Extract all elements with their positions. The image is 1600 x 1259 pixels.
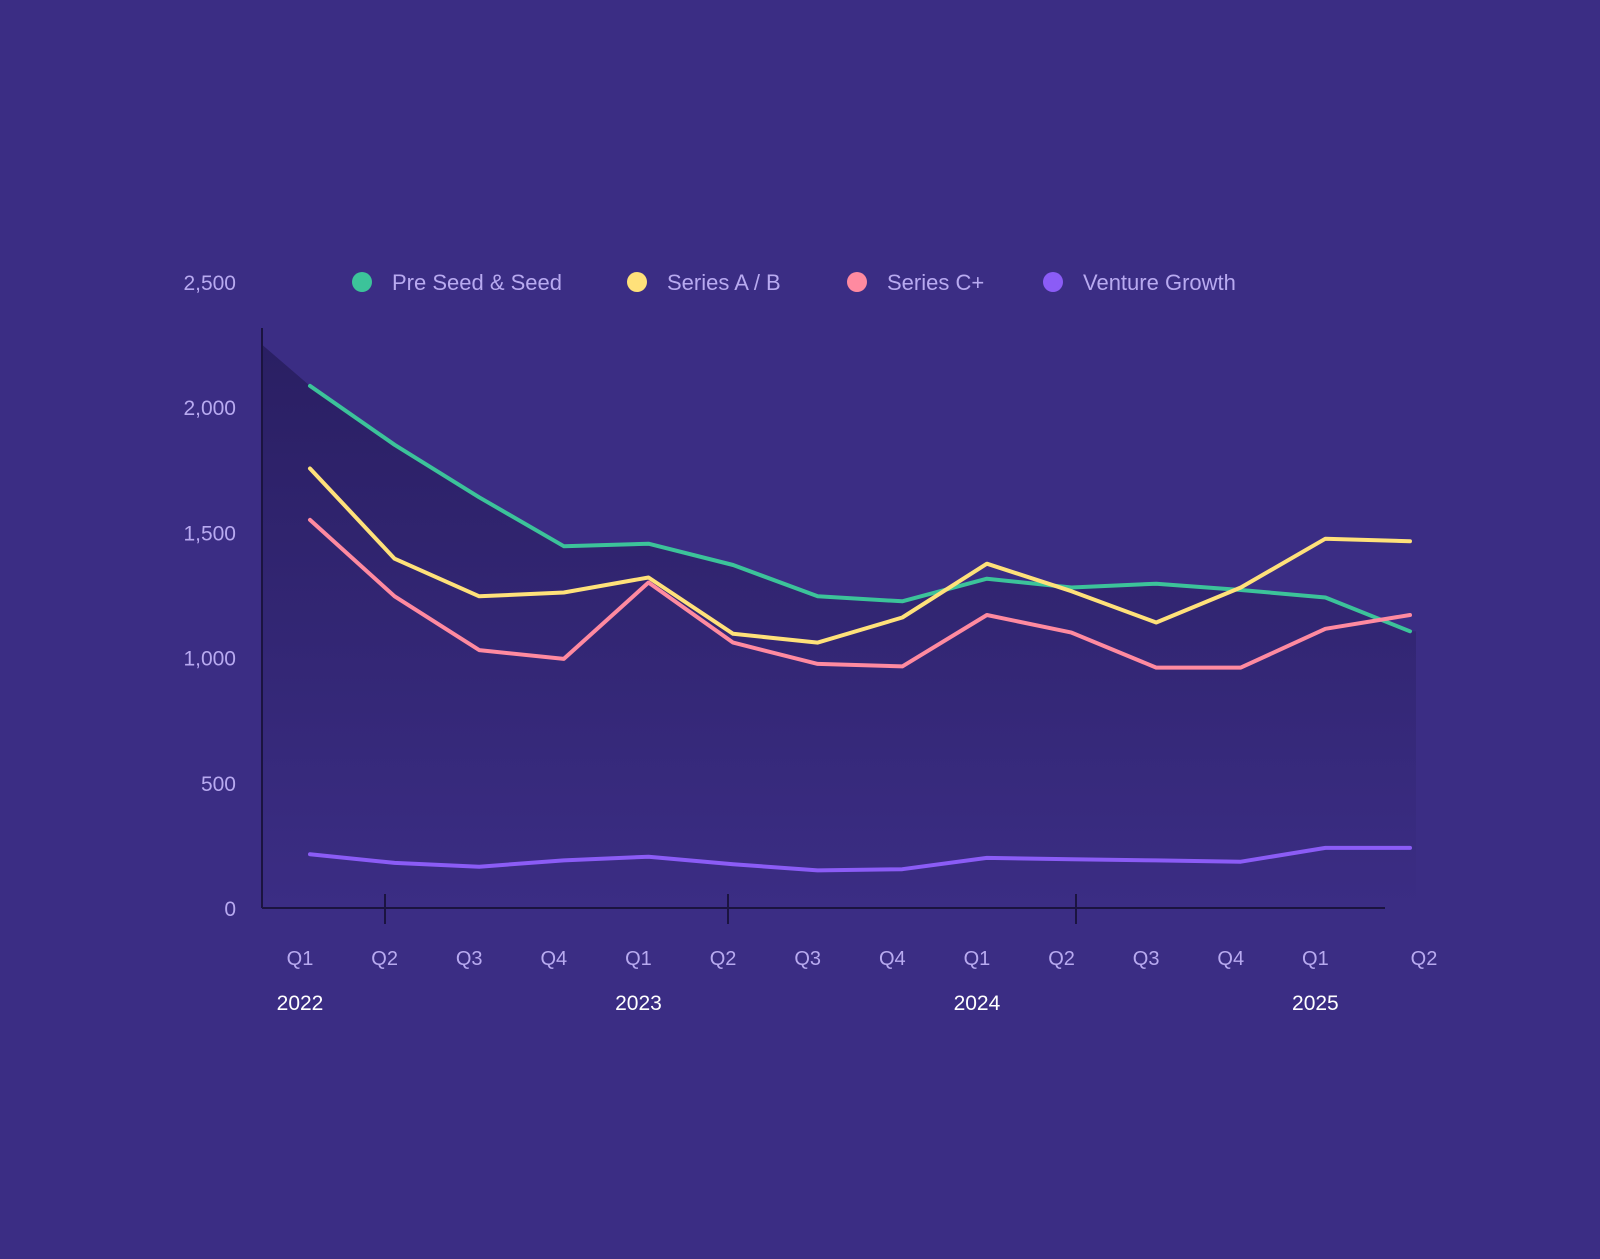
legend-item: Series C+	[847, 270, 984, 295]
axes	[261, 328, 1385, 924]
series-line	[308, 466, 1412, 645]
x-axis-tick-labels: Q1 Q2 Q3 Q4 Q1 Q2 Q3 Q4 Q1 Q2 Q3 Q4 Q1 Q2	[287, 948, 1438, 970]
legend-item: Venture Growth	[1043, 270, 1236, 295]
legend-label: Series C+	[887, 270, 984, 295]
series-line	[308, 383, 1412, 634]
x-tick-label: Q2	[710, 948, 737, 970]
x-tick-label: Q1	[625, 948, 652, 970]
x-tick-label: Q2	[1411, 948, 1438, 970]
y-tick-label: 0	[224, 898, 236, 921]
legend-marker	[847, 272, 867, 292]
x-tick-label: Q3	[456, 948, 483, 970]
shaded-area	[262, 344, 1416, 909]
series-line	[308, 845, 1412, 873]
x-tick-label: Q4	[1217, 948, 1244, 970]
x-tick-label: Q3	[794, 948, 821, 970]
x-tick-label: Q2	[371, 948, 398, 970]
legend-marker	[352, 272, 372, 292]
x-tick-label: Q1	[964, 948, 991, 970]
x-tick-label: Q4	[879, 948, 906, 970]
y-tick-label: 1,500	[183, 522, 236, 545]
legend-label: Venture Growth	[1083, 270, 1236, 295]
legend: Pre Seed & Seed Series A / B Series C+ Vent…	[352, 270, 1236, 295]
x-tick-label: Q4	[541, 948, 568, 970]
year-labels: 2022 2023 2024 2025	[277, 992, 1339, 1015]
series-lines	[308, 383, 1412, 873]
y-tick-label: 2,500	[183, 272, 236, 295]
year-label: 2022	[277, 992, 324, 1015]
x-tick-label: Q3	[1133, 948, 1160, 970]
year-label: 2023	[615, 992, 662, 1015]
legend-item: Series A / B	[627, 270, 781, 295]
y-axis-tick-labels: 2,500 2,000 1,500 1,000 500 0	[183, 272, 236, 921]
year-label: 2025	[1292, 992, 1339, 1015]
legend-marker	[627, 272, 647, 292]
x-tick-label: Q2	[1048, 948, 1075, 970]
series-line	[308, 517, 1412, 670]
legend-item: Pre Seed & Seed	[352, 270, 562, 295]
y-tick-label: 2,000	[183, 397, 236, 420]
y-tick-label: 500	[201, 773, 236, 796]
legend-marker	[1043, 272, 1063, 292]
y-tick-label: 1,000	[183, 648, 236, 671]
x-tick-label: Q1	[1302, 948, 1329, 970]
legend-label: Series A / B	[667, 270, 781, 295]
legend-label: Pre Seed & Seed	[392, 270, 562, 295]
x-tick-label: Q1	[287, 948, 314, 970]
year-label: 2024	[954, 992, 1001, 1015]
